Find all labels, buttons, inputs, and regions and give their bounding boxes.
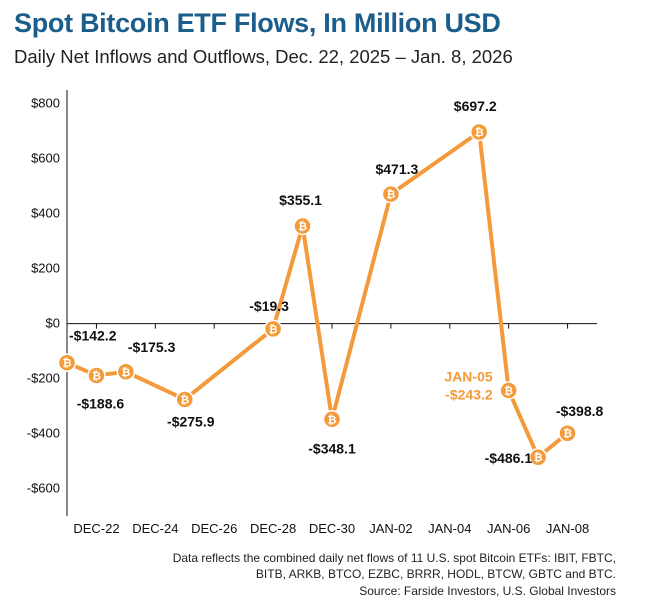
data-label: -$243.2 [445,386,493,402]
note-line-1: Data reflects the combined daily net flo… [172,551,616,565]
y-tick-label: -$400 [27,426,60,441]
x-tick-label: JAN-04 [428,521,471,536]
svg-text:₿: ₿ [121,367,130,379]
source-note: Source: Farside Investors, U.S. Global I… [359,584,616,598]
svg-text:₿: ₿ [386,189,395,201]
svg-text:₿: ₿ [534,452,543,464]
chart-subtitle: Daily Net Inflows and Outflows, Dec. 22,… [14,46,513,67]
svg-text:₿: ₿ [298,221,307,233]
data-label: -$398.8 [556,403,604,419]
bitcoin-icon: ₿ [381,184,401,204]
bitcoin-icon: ₿ [528,447,548,467]
svg-text:₿: ₿ [92,370,101,382]
data-label: -$188.6 [77,395,125,411]
bitcoin-icon: ₿ [87,366,106,385]
y-tick-label: $800 [31,96,60,111]
data-label: $697.2 [454,98,497,114]
bitcoin-icon: ₿ [293,216,312,236]
x-tick-label: DEC-30 [309,521,355,536]
y-tick-label: $0 [46,316,60,331]
y-tick-label: -$600 [27,481,60,496]
data-markers: ₿ ₿ ₿ ₿ ₿ ₿ ₿ ₿ ₿ ₿ ₿ ₿ [57,122,577,467]
svg-text:₿: ₿ [328,414,337,426]
bitcoin-icon: ₿ [322,410,342,429]
note-line-2: BITB, ARKB, BTCO, EZBC, BRRR, HODL, BTCW… [255,567,616,581]
bitcoin-icon: ₿ [469,122,489,142]
svg-text:₿: ₿ [504,385,513,397]
bitcoin-icon: ₿ [558,423,577,443]
x-tick-label: JAN-08 [546,521,589,536]
data-label: $471.3 [375,161,418,177]
x-tick-label: JAN-02 [369,521,412,536]
svg-text:₿: ₿ [269,324,278,336]
x-tick-label: DEC-24 [132,521,178,536]
x-tick-labels: DEC-22 DEC-24 DEC-26 DEC-28 DEC-30 JAN-02 JAN-… [73,323,589,536]
x-tick-label: DEC-26 [191,521,237,536]
y-tick-label: $600 [31,151,60,166]
data-label: -$486.1 [485,450,533,466]
data-label: -$275.9 [167,413,215,429]
y-tick-label: $200 [31,261,60,276]
data-label: -$175.3 [128,339,176,355]
y-tick-label: $400 [31,206,60,221]
chart-title: Spot Bitcoin ETF Flows, In Million USD [14,8,501,38]
bitcoin-icon: ₿ [263,319,283,339]
svg-text:₿: ₿ [563,428,572,440]
data-label: -$19.3 [249,298,289,314]
svg-text:₿: ₿ [180,394,189,406]
svg-text:₿: ₿ [475,127,484,139]
highlight-date-label: JAN-05 [444,368,492,384]
data-label: -$348.1 [308,440,356,456]
bitcoin-icon: ₿ [57,353,77,372]
data-label: -$142.2 [69,328,117,344]
y-tick-labels: -$600 -$400 -$200 $0 $200 $400 $600 $800 [27,96,60,496]
data-labels: -$142.2 -$188.6 -$175.3 -$275.9 -$19.3 $355.1… [69,98,604,466]
svg-text:₿: ₿ [63,358,72,370]
data-label: $355.1 [279,192,322,208]
x-tick-label: DEC-28 [250,521,296,536]
bitcoin-icon: ₿ [499,381,518,400]
x-tick-label: JAN-06 [487,521,530,536]
bitcoin-icon: ₿ [175,390,195,409]
x-tick-label: DEC-22 [73,521,119,536]
y-tick-label: -$200 [27,371,60,386]
flow-series [65,130,570,460]
bitcoin-icon: ₿ [116,362,136,382]
series-line [65,130,570,460]
